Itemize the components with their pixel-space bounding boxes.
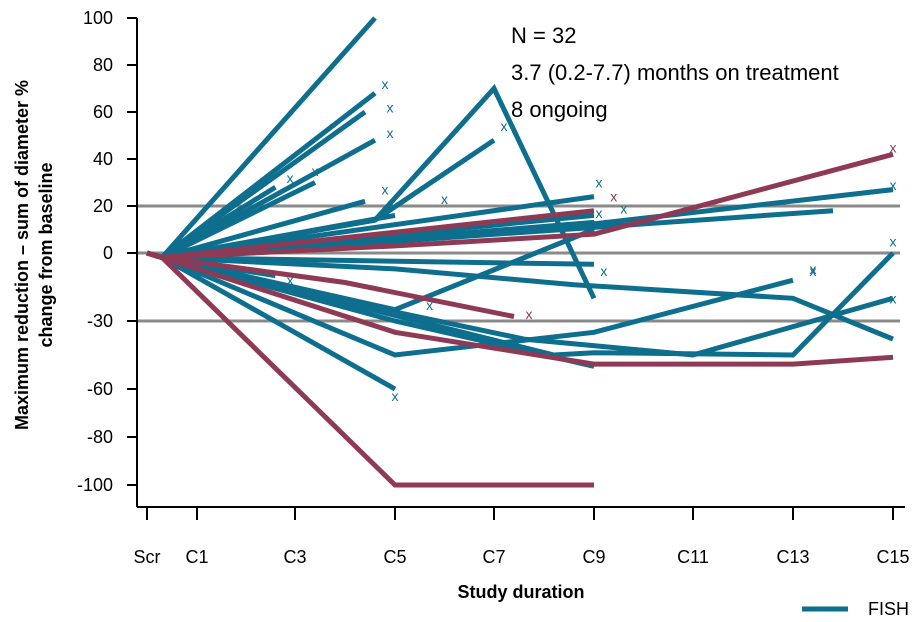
discontinuation-marker: x (441, 191, 448, 207)
y-tick-label: 0 (103, 243, 113, 263)
y-tick-label: -60 (87, 379, 113, 399)
discontinuation-marker: x (501, 118, 508, 134)
y-axis-ticks: 100 80 60 40 20 0 -30 -60 -80 -100 (77, 8, 137, 495)
discontinuation-marker: x (382, 76, 389, 92)
y-tick-label: -30 (87, 311, 113, 331)
x-tick-label: C5 (383, 547, 406, 567)
discontinuation-marker: x (890, 139, 897, 155)
discontinuation-marker: x (382, 182, 389, 198)
x-tick-label: C15 (876, 547, 909, 567)
y-tick-label: -100 (77, 475, 113, 495)
y-tick-label: 100 (83, 8, 113, 28)
x-tick-label: C1 (185, 547, 208, 567)
x-tick-label: C7 (482, 547, 505, 567)
discontinuation-marker: x (810, 261, 817, 277)
discontinuation-marker: x (287, 272, 294, 288)
y-axis-title-line1: Maximum reduction – sum of diameter % (12, 80, 32, 430)
discontinuation-marker: x (387, 125, 394, 141)
y-tick-label: 20 (93, 196, 113, 216)
x-tick-label: C3 (283, 547, 306, 567)
discontinuation-marker: x (600, 263, 607, 279)
series-line-29 (146, 250, 594, 488)
annotation-months: 3.7 (0.2-7.7) months on treatment (511, 60, 839, 85)
x-tick-label: C11 (677, 547, 709, 567)
x-tick-label: C9 (582, 547, 605, 567)
discontinuation-marker: x (287, 170, 294, 186)
discontinuation-marker: x (426, 297, 433, 313)
discontinuation-marker: x (392, 388, 399, 404)
discontinuation-marker: x (810, 263, 817, 279)
x-tick-label: Scr (134, 547, 161, 567)
x-tick-label: C13 (776, 547, 809, 567)
discontinuation-marker: x (595, 205, 602, 221)
legend: FISH (802, 599, 909, 619)
series-line-1 (146, 16, 377, 261)
annotation-ongoing: 8 ongoing (511, 97, 608, 122)
y-tick-label: 80 (93, 55, 113, 75)
annotation-n: N = 32 (511, 23, 576, 48)
discontinuation-marker: x (620, 200, 627, 216)
discontinuation-marker: x (890, 177, 897, 193)
series-lines (146, 16, 895, 488)
discontinuation-marker: x (610, 189, 617, 205)
discontinuation-marker: x (312, 163, 319, 179)
discontinuation-marker: x (890, 290, 897, 306)
legend-label-fish: FISH (868, 599, 909, 619)
y-tick-label: 40 (93, 149, 113, 169)
y-axis-title-line2: change from baseline (36, 162, 56, 347)
y-tick-label: 60 (93, 102, 113, 122)
x-axis-ticks: Scr C1 C3 C5 C7 C9 C11 C13 C15 (134, 507, 910, 567)
discontinuation-marker: x (890, 233, 897, 249)
y-tick-label: -80 (87, 427, 113, 447)
discontinuation-marker: x (526, 306, 533, 322)
x-axis-title: Study duration (458, 582, 585, 602)
discontinuation-marker: x (387, 99, 394, 115)
discontinuation-marker: x (595, 175, 602, 191)
